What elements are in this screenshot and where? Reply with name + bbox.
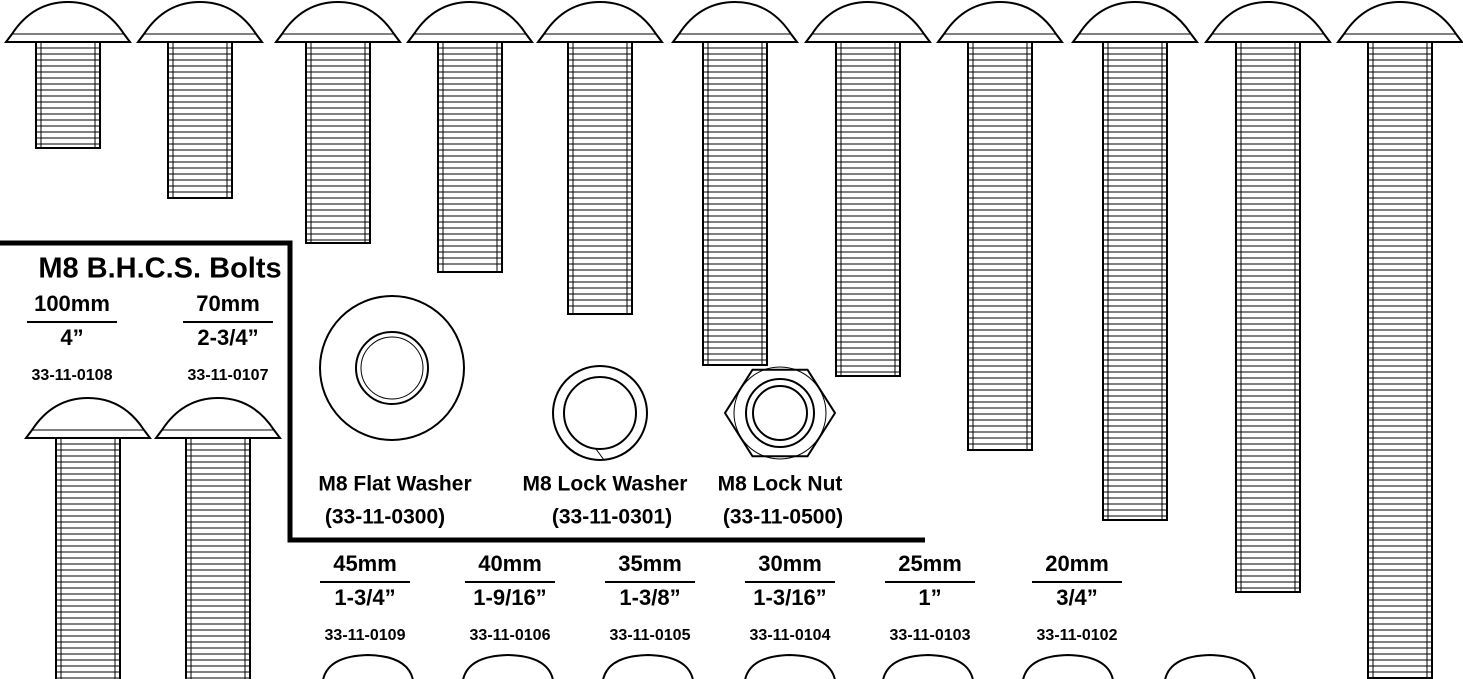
bolt-head bbox=[536, 0, 664, 43]
bolt-head-partial bbox=[1164, 653, 1256, 679]
bolt bbox=[406, 0, 534, 273]
title: M8 B.H.C.S. Bolts bbox=[38, 253, 281, 285]
nut-face bbox=[733, 366, 827, 460]
bolt bbox=[936, 0, 1064, 451]
bolt bbox=[274, 0, 402, 244]
hardware-part: (33-11-0300) bbox=[325, 506, 445, 529]
bolt-shank bbox=[835, 41, 901, 377]
length-in: 1” bbox=[918, 585, 941, 610]
lock-washer-hole bbox=[563, 376, 637, 450]
bolt-head-partial bbox=[744, 653, 836, 679]
bolt-shank bbox=[437, 41, 503, 273]
divider bbox=[0, 240, 925, 543]
bolt-shank bbox=[1235, 41, 1301, 593]
length-in: 2-3/4” bbox=[197, 325, 258, 350]
bolt-head bbox=[1336, 0, 1463, 43]
part-number: 33-11-0104 bbox=[750, 627, 831, 644]
lock-washer-split bbox=[595, 448, 605, 461]
bolt-head bbox=[24, 396, 152, 439]
length-mm: 30mm bbox=[758, 551, 822, 576]
bolt-head-partial bbox=[602, 653, 694, 679]
length-in: 1-3/8” bbox=[619, 585, 680, 610]
bolt-head bbox=[1071, 0, 1199, 43]
bolt-head-partial bbox=[462, 653, 554, 679]
length-mm: 45mm bbox=[333, 551, 397, 576]
bolt-head-partial bbox=[1022, 653, 1114, 679]
length-in: 1-9/16” bbox=[473, 585, 546, 610]
bolt bbox=[4, 0, 132, 149]
nut-hole bbox=[752, 385, 808, 441]
length-mm: 20mm bbox=[1045, 551, 1109, 576]
part-number: 33-11-0102 bbox=[1037, 627, 1118, 644]
washer-hole bbox=[355, 331, 429, 405]
bolt-head bbox=[804, 0, 932, 43]
artwork bbox=[4, 0, 1463, 679]
labels: 100mm 4” 33-11-0108 70mm 2-3/4” 33-11-0107 45m… bbox=[27, 291, 1122, 644]
hardware-name: M8 Flat Washer bbox=[318, 473, 471, 496]
length-mm: 25mm bbox=[898, 551, 962, 576]
bolt-head bbox=[936, 0, 1064, 43]
bolt-head bbox=[671, 0, 799, 43]
bolt bbox=[24, 396, 152, 679]
hardware-part: (33-11-0500) bbox=[723, 506, 843, 529]
part-number: 33-11-0108 bbox=[32, 367, 113, 384]
length-in: 3/4” bbox=[1056, 585, 1098, 610]
bolt-shank bbox=[567, 41, 633, 315]
bolt-head bbox=[154, 396, 282, 439]
bolt-head bbox=[1204, 0, 1332, 43]
length-mm: 100mm bbox=[34, 291, 110, 316]
part-number: 33-11-0106 bbox=[470, 627, 551, 644]
hardware-name: M8 Lock Washer bbox=[523, 473, 688, 496]
bolt-head bbox=[406, 0, 534, 43]
bolt bbox=[671, 0, 799, 366]
hardware-part: (33-11-0301) bbox=[552, 506, 672, 529]
bolt-head bbox=[4, 0, 132, 43]
bolt bbox=[136, 0, 264, 199]
bolt bbox=[1336, 0, 1463, 679]
washer-hole-edge bbox=[360, 336, 424, 400]
length-in: 1-3/4” bbox=[334, 585, 395, 610]
part-number: 33-11-0105 bbox=[610, 627, 691, 644]
length-in: 4” bbox=[60, 325, 83, 350]
bolt bbox=[1204, 0, 1332, 593]
bolt-head-partial bbox=[322, 653, 414, 679]
bolt-head-partial bbox=[882, 653, 974, 679]
length-mm: 40mm bbox=[478, 551, 542, 576]
bolt bbox=[804, 0, 932, 377]
part-number: 33-11-0109 bbox=[325, 627, 406, 644]
bolt bbox=[154, 396, 282, 679]
length-in: 1-3/16” bbox=[753, 585, 826, 610]
bolt bbox=[1071, 0, 1199, 521]
length-mm: 35mm bbox=[618, 551, 682, 576]
hardware-name: M8 Lock Nut bbox=[718, 473, 843, 496]
bolt-head bbox=[274, 0, 402, 43]
bolt-shank bbox=[1102, 41, 1168, 521]
bolt-head bbox=[136, 0, 264, 43]
part-number: 33-11-0107 bbox=[188, 367, 269, 384]
bolt bbox=[536, 0, 664, 315]
part-number: 33-11-0103 bbox=[890, 627, 971, 644]
length-mm: 70mm bbox=[196, 291, 260, 316]
